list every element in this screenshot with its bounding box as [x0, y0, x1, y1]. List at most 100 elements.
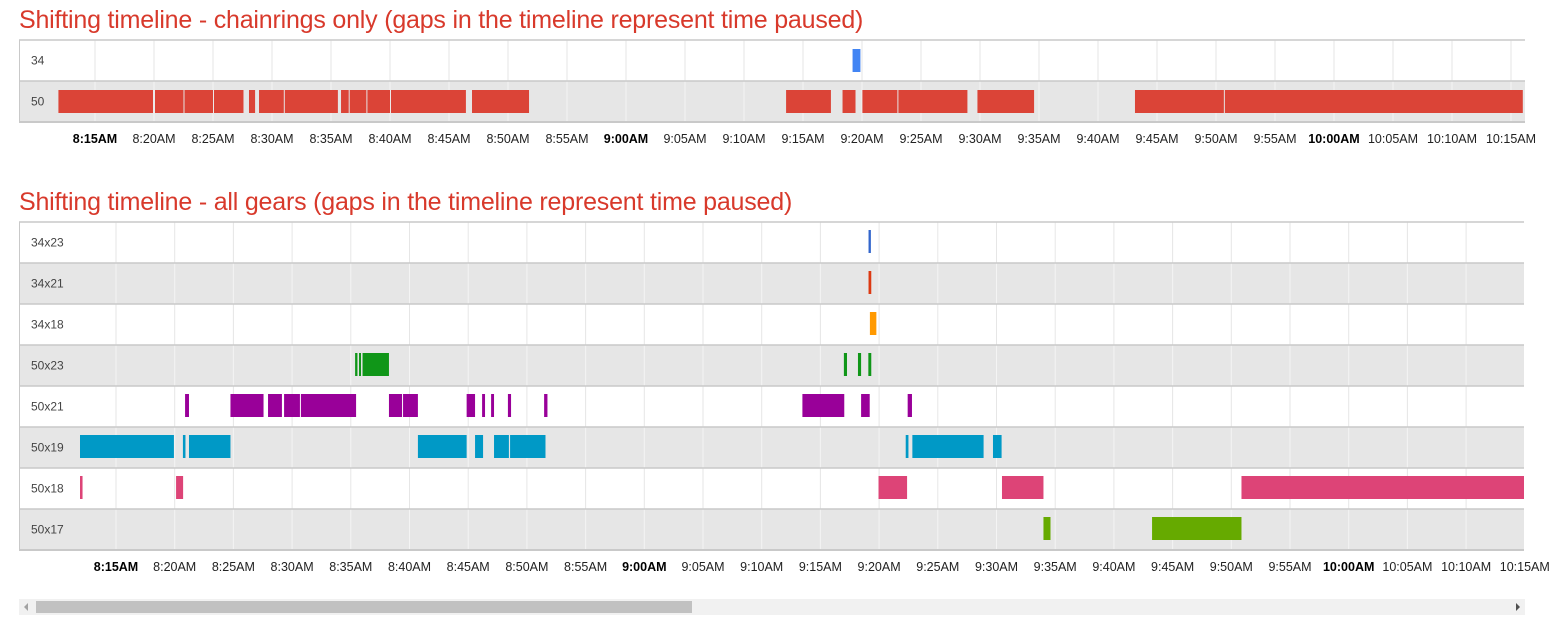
- bar-50x23-3[interactable]: [843, 353, 848, 376]
- x-tick-label: 10:05AM: [1382, 560, 1432, 572]
- bar-50x21-13[interactable]: [861, 394, 870, 417]
- bar-50x23-1[interactable]: [359, 353, 362, 376]
- bar-50x21-1[interactable]: [230, 394, 264, 417]
- x-tick-label: 9:05AM: [681, 560, 724, 572]
- bar-50-9[interactable]: [367, 90, 390, 113]
- scroll-left-arrow-icon[interactable]: [24, 603, 28, 611]
- x-tick-label: 9:40AM: [1092, 560, 1135, 572]
- bar-50-14[interactable]: [862, 90, 898, 113]
- bar-34-0[interactable]: [852, 49, 861, 72]
- chart-title-all-gears: Shifting timeline - all gears (gaps in t…: [19, 188, 793, 216]
- bar-50-3[interactable]: [213, 90, 244, 113]
- row-label: 34x18: [31, 318, 64, 332]
- bar-50x19-5[interactable]: [494, 435, 509, 458]
- bar-50x21-6[interactable]: [403, 394, 418, 417]
- bar-50x21-2[interactable]: [268, 394, 282, 417]
- bar-50x21-8[interactable]: [482, 394, 486, 417]
- bar-50x18-1[interactable]: [176, 476, 184, 499]
- bar-50x21-14[interactable]: [907, 394, 912, 417]
- bar-50x23-5[interactable]: [868, 353, 872, 376]
- x-tick-label: 9:35AM: [1034, 560, 1077, 572]
- row-label: 50x17: [31, 523, 64, 537]
- bar-50x17-0[interactable]: [1043, 517, 1051, 540]
- x-tick-label: 10:00AM: [1323, 560, 1374, 572]
- bar-50x19-7[interactable]: [905, 435, 909, 458]
- bar-50-11[interactable]: [472, 90, 530, 113]
- bar-50x19-3[interactable]: [417, 435, 467, 458]
- bar-50-7[interactable]: [341, 90, 349, 113]
- x-tick-label: 9:40AM: [1076, 132, 1119, 146]
- row-background: [19, 345, 1524, 386]
- row-label: 50x21: [31, 400, 64, 414]
- bar-50x19-2[interactable]: [188, 435, 231, 458]
- bar-50-5[interactable]: [259, 90, 284, 113]
- bar-50x19-0[interactable]: [79, 435, 174, 458]
- bar-50-18[interactable]: [1224, 90, 1523, 113]
- x-tick-label: 9:50AM: [1210, 560, 1253, 572]
- bar-50x23-0[interactable]: [355, 353, 358, 376]
- bar-50-13[interactable]: [842, 90, 856, 113]
- x-tick-label: 10:15AM: [1500, 560, 1550, 572]
- bar-50x23-2[interactable]: [362, 353, 389, 376]
- bar-50x21-0[interactable]: [185, 394, 189, 417]
- bar-50x18-2[interactable]: [878, 476, 908, 499]
- bar-50-10[interactable]: [390, 90, 466, 113]
- row-label: 50x19: [31, 441, 64, 455]
- row-label: 50x18: [31, 482, 64, 496]
- bar-50x21-11[interactable]: [544, 394, 548, 417]
- x-tick-label: 8:45AM: [447, 560, 490, 572]
- x-tick-label: 8:15AM: [94, 560, 138, 572]
- bar-50-8[interactable]: [349, 90, 367, 113]
- x-tick-label: 8:30AM: [271, 560, 314, 572]
- bar-50x19-8[interactable]: [912, 435, 984, 458]
- bar-50-2[interactable]: [184, 90, 213, 113]
- bar-50x18-3[interactable]: [1001, 476, 1044, 499]
- bar-50x23-4[interactable]: [857, 353, 862, 376]
- x-tick-label: 9:30AM: [975, 560, 1018, 572]
- bar-50-15[interactable]: [898, 90, 968, 113]
- bar-50-1[interactable]: [154, 90, 184, 113]
- x-tick-label: 9:55AM: [1268, 560, 1311, 572]
- x-tick-label: 9:10AM: [740, 560, 783, 572]
- x-tick-label: 8:25AM: [212, 560, 255, 572]
- x-tick-label: 8:40AM: [388, 560, 431, 572]
- bar-50x18-0[interactable]: [80, 476, 83, 499]
- bar-50x19-4[interactable]: [475, 435, 484, 458]
- bar-50-17[interactable]: [1134, 90, 1224, 113]
- x-tick-label: 9:30AM: [958, 132, 1001, 146]
- bar-50x21-10[interactable]: [507, 394, 512, 417]
- horizontal-scrollbar[interactable]: [19, 599, 1525, 615]
- x-tick-label: 8:50AM: [486, 132, 529, 146]
- bar-50x19-9[interactable]: [992, 435, 1002, 458]
- bar-34x18-0[interactable]: [869, 312, 877, 335]
- x-tick-label: 10:15AM: [1486, 132, 1536, 146]
- bar-50-6[interactable]: [284, 90, 338, 113]
- x-tick-label: 8:40AM: [368, 132, 411, 146]
- x-tick-label: 9:05AM: [663, 132, 706, 146]
- bar-50x21-7[interactable]: [466, 394, 476, 417]
- bar-50x18-4[interactable]: [1241, 476, 1556, 499]
- scrollbar-thumb[interactable]: [36, 601, 692, 613]
- bar-50x19-6[interactable]: [510, 435, 546, 458]
- bar-50x21-4[interactable]: [300, 394, 357, 417]
- bar-34x23-0[interactable]: [868, 230, 871, 253]
- x-tick-label: 9:45AM: [1135, 132, 1178, 146]
- bar-50x21-5[interactable]: [388, 394, 403, 417]
- x-tick-label: 10:00AM: [1308, 132, 1359, 146]
- scroll-right-arrow-icon[interactable]: [1516, 603, 1520, 611]
- x-tick-label: 8:55AM: [564, 560, 607, 572]
- timeline-chart-all-gears: 34x23 34x21 34x18 50x23 50x21 50x19 50x18 50x17…: [19, 221, 1556, 572]
- x-tick-label: 8:20AM: [153, 560, 196, 572]
- bar-50-0[interactable]: [58, 90, 154, 113]
- bar-50x19-1[interactable]: [182, 435, 186, 458]
- x-tick-label: 9:45AM: [1151, 560, 1194, 572]
- bar-50x21-12[interactable]: [802, 394, 845, 417]
- row-label: 34x23: [31, 236, 64, 250]
- bar-34x21-0[interactable]: [868, 271, 872, 294]
- bar-50x21-3[interactable]: [284, 394, 300, 417]
- bar-50-12[interactable]: [786, 90, 831, 113]
- bar-50x17-1[interactable]: [1152, 517, 1242, 540]
- bar-50-16[interactable]: [977, 90, 1035, 113]
- bar-50x21-9[interactable]: [491, 394, 495, 417]
- bar-50-4[interactable]: [248, 90, 256, 113]
